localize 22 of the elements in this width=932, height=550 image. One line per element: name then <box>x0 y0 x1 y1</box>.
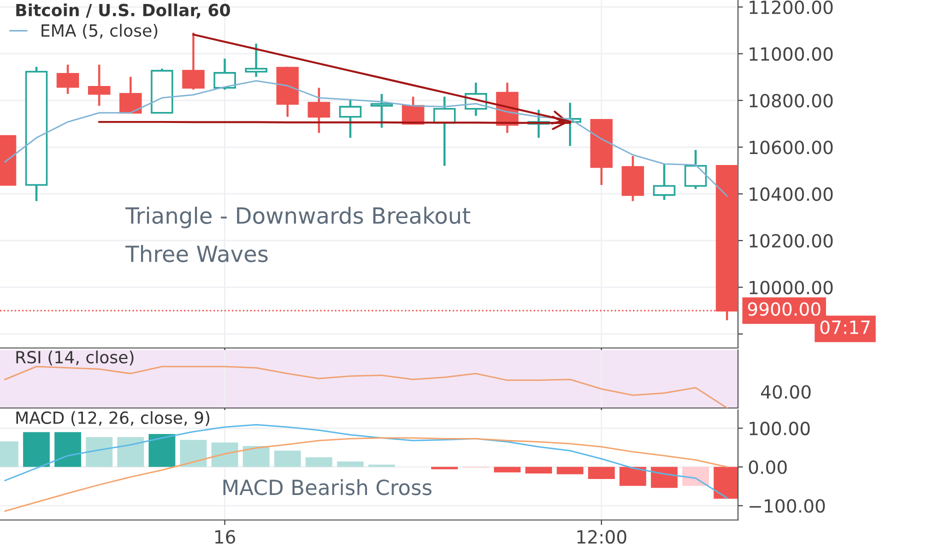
y-tick-label: 100.00 <box>750 422 810 436</box>
text: 07:17 <box>820 320 870 334</box>
y-tick-label: 11200.00 <box>750 0 833 14</box>
text: 40.00 <box>761 385 811 399</box>
y-tick-label: 10600.00 <box>750 140 833 154</box>
chart-title: RSI (14, close) <box>16 350 134 366</box>
y-tick-label: 10400.00 <box>750 187 833 201</box>
y-tick-label: 0.00 <box>748 460 787 474</box>
y-tick-label: 11000.00 <box>750 47 833 61</box>
annotation: MACD Bearish Cross <box>223 479 432 496</box>
annotation: Three Waves <box>125 245 268 262</box>
ref-line-label: 9900.00 <box>748 302 820 316</box>
legend-label: EMA (5, close) <box>42 24 158 39</box>
y-tick-label: 10000.00 <box>750 280 833 294</box>
y-tick-label: 10200.00 <box>750 234 833 248</box>
y-tick-label: 10800.00 <box>750 94 833 108</box>
y-tick-label: −100.00 <box>750 499 825 513</box>
annotation: Triangle - Downwards Breakout <box>125 206 470 228</box>
chart-title: MACD (12, 26, close, 9) <box>16 411 210 426</box>
chart-title: Bitcoin / U.S. Dollar, 60 <box>16 3 230 19</box>
x-tick-label: 12:00 <box>577 530 626 544</box>
x-tick-label: 16 <box>215 530 236 544</box>
